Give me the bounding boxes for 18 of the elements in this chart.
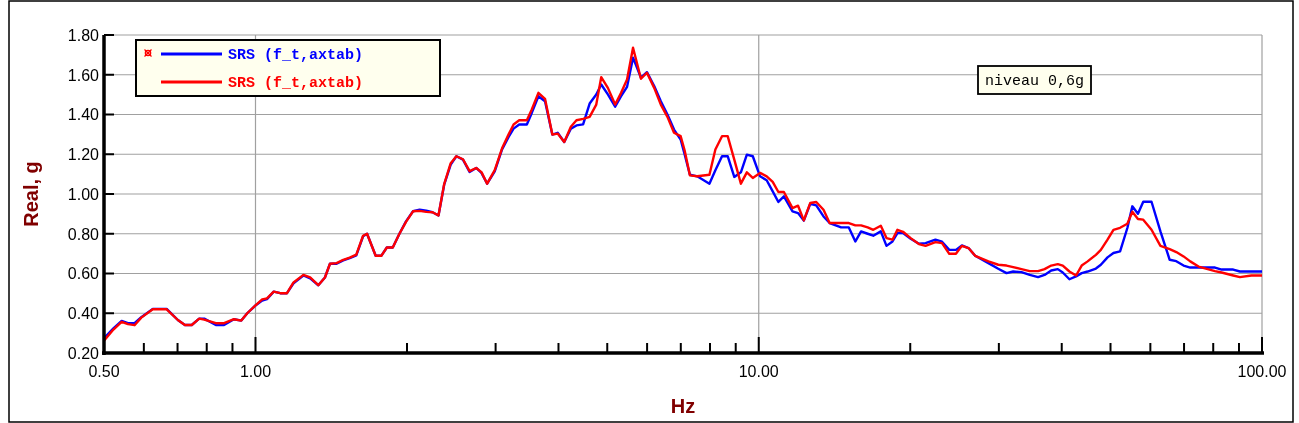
annotation: niveau 0,6g — [985, 73, 1085, 90]
x-tick-label: 10.00 — [738, 363, 779, 380]
y-tick-label: 0.40 — [67, 305, 100, 323]
x-axis-title: Hz — [670, 395, 696, 417]
y-tick-label: 1.60 — [67, 66, 100, 84]
y-tick-label: 1.20 — [67, 146, 100, 164]
legend-label: SRS (f_t,axtab) — [228, 47, 364, 65]
y-tick-label: 1.40 — [67, 106, 100, 124]
y-tick-label: 0.20 — [67, 344, 100, 362]
y-tick-label: 0.60 — [67, 265, 100, 283]
x-tick-label: 1.00 — [239, 363, 272, 380]
x-tick-label: 0.50 — [88, 363, 120, 380]
x-tick-label: 100.00 — [1237, 363, 1287, 380]
y-tick-label: 0.80 — [67, 225, 100, 243]
y-tick-label: 1.80 — [67, 26, 100, 44]
legend-label: SRS (f_t,axtab) — [228, 75, 364, 93]
y-tick-label: 1.00 — [67, 185, 100, 203]
y-axis-title: Real, g — [20, 161, 42, 227]
